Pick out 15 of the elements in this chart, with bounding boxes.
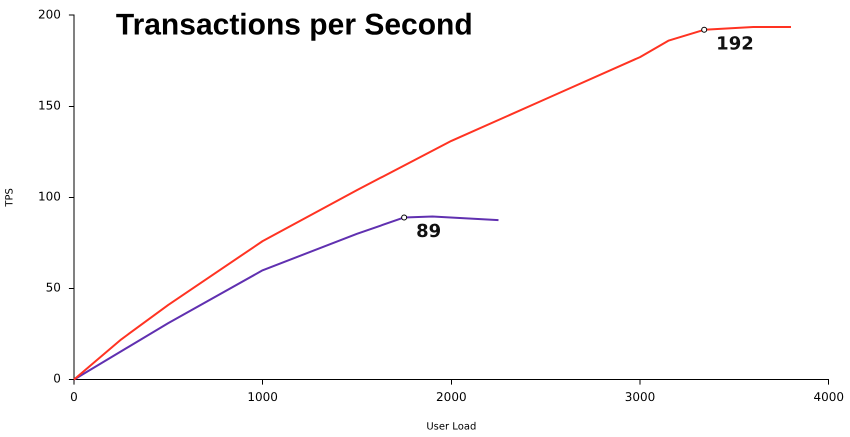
x-tick-label: 2000 <box>436 390 467 404</box>
annotation: 89 <box>416 221 442 242</box>
x-tick-label: 3000 <box>624 390 656 404</box>
chart-title: Transactions per Second <box>116 8 473 42</box>
y-tick-label: 0 <box>53 372 61 386</box>
x-tick-label: 0 <box>70 390 78 404</box>
y-tick-label: 50 <box>46 280 61 295</box>
y-tick-label: 100 <box>38 190 61 204</box>
x-tick-label: 1000 <box>247 390 278 404</box>
x-axis-title: User Load <box>426 422 476 433</box>
y-tick-label: 150 <box>38 98 61 112</box>
annotation: 192 <box>716 33 754 54</box>
y-tick-label: 200 <box>38 7 61 22</box>
y-axis-title: TPS <box>4 188 16 208</box>
x-tick-label: 4000 <box>813 390 844 404</box>
